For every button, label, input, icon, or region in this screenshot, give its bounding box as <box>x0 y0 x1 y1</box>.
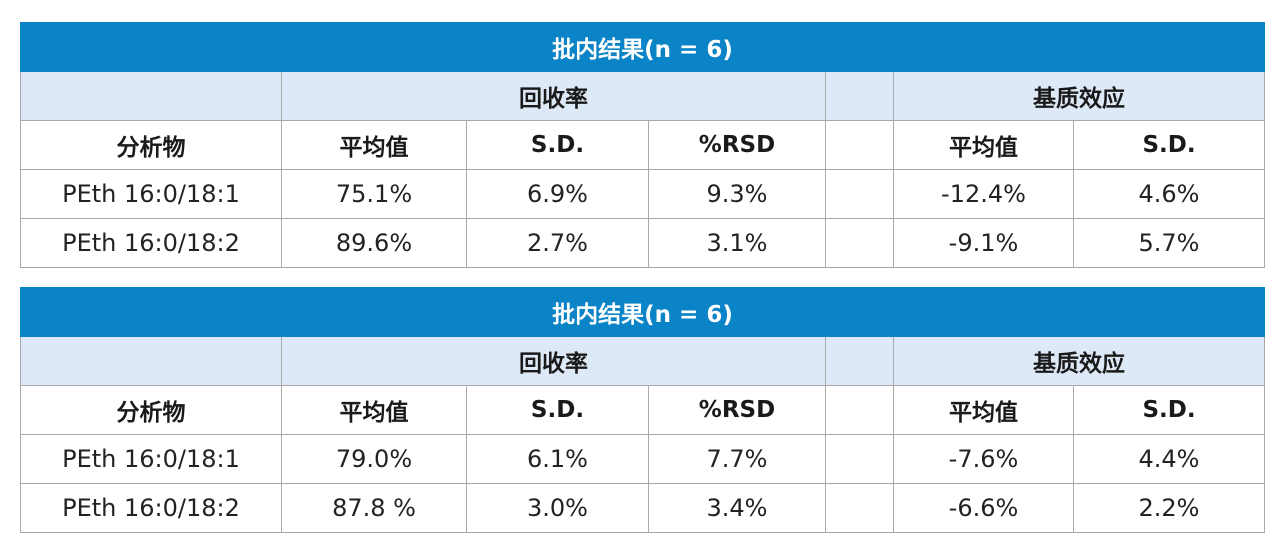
cell-analyte: PEth 16:0/18:1 <box>20 169 282 219</box>
group-header-row: 回收率 基质效应 <box>20 71 1266 121</box>
cell-matrix-sd: 4.6% <box>1072 169 1266 219</box>
cell-analyte: PEth 16:0/18:2 <box>20 218 282 268</box>
column-header-analyte: 分析物 <box>20 120 282 170</box>
table-row: PEth 16:0/18:1 79.0% 6.1% 7.7% -7.6% 4.4… <box>20 434 1266 484</box>
group-header-recovery: 回收率 <box>281 336 826 386</box>
column-header-recovery-rsd: %RSD <box>648 120 826 170</box>
table-title-row: 批内结果(n = 6) <box>19 287 1266 337</box>
group-header-empty <box>20 71 282 121</box>
cell-matrix-sd: 5.7% <box>1072 218 1266 268</box>
cell-recovery-rsd: 7.7% <box>648 434 826 484</box>
cell-analyte: PEth 16:0/18:2 <box>20 483 282 533</box>
table-title: 批内结果(n = 6) <box>19 287 1266 337</box>
column-header-spacer <box>825 120 894 170</box>
cell-matrix-mean: -12.4% <box>893 169 1074 219</box>
cell-recovery-mean: 75.1% <box>281 169 467 219</box>
column-header-recovery-sd: S.D. <box>466 120 649 170</box>
column-header-matrix-mean: 平均值 <box>893 120 1074 170</box>
cell-analyte: PEth 16:0/18:1 <box>20 434 282 484</box>
column-header-spacer <box>825 385 894 435</box>
column-header-row: 分析物 平均值 S.D. %RSD 平均值 S.D. <box>20 120 1266 170</box>
cell-matrix-mean: -9.1% <box>893 218 1074 268</box>
cell-recovery-sd: 6.9% <box>466 169 649 219</box>
cell-spacer <box>825 218 894 268</box>
cell-recovery-sd: 2.7% <box>466 218 649 268</box>
group-header-empty <box>20 336 282 386</box>
results-table-2: 批内结果(n = 6) 回收率 基质效应 分析物 平均值 S.D. %RSD 平… <box>19 287 1266 533</box>
column-header-matrix-sd: S.D. <box>1072 120 1266 170</box>
group-header-spacer <box>825 336 894 386</box>
cell-recovery-mean: 87.8 % <box>281 483 467 533</box>
table-row: PEth 16:0/18:1 75.1% 6.9% 9.3% -12.4% 4.… <box>20 169 1266 219</box>
cell-recovery-rsd: 3.4% <box>648 483 826 533</box>
column-header-analyte: 分析物 <box>20 385 282 435</box>
column-header-matrix-sd: S.D. <box>1072 385 1266 435</box>
cell-matrix-mean: -7.6% <box>893 434 1074 484</box>
results-table-1: 批内结果(n = 6) 回收率 基质效应 分析物 平均值 S.D. %RSD 平… <box>19 22 1266 268</box>
group-header-matrix-effect: 基质效应 <box>892 71 1266 121</box>
group-header-row: 回收率 基质效应 <box>20 336 1266 386</box>
column-header-matrix-mean: 平均值 <box>893 385 1074 435</box>
cell-matrix-sd: 2.2% <box>1072 483 1266 533</box>
cell-recovery-rsd: 9.3% <box>648 169 826 219</box>
cell-recovery-mean: 79.0% <box>281 434 467 484</box>
cell-recovery-rsd: 3.1% <box>648 218 826 268</box>
cell-spacer <box>825 483 894 533</box>
group-header-matrix-effect: 基质效应 <box>892 336 1266 386</box>
table-title: 批内结果(n = 6) <box>19 22 1266 72</box>
cell-recovery-sd: 6.1% <box>466 434 649 484</box>
column-header-recovery-rsd: %RSD <box>648 385 826 435</box>
cell-recovery-sd: 3.0% <box>466 483 649 533</box>
table-title-row: 批内结果(n = 6) <box>19 22 1266 72</box>
column-header-recovery-sd: S.D. <box>466 385 649 435</box>
cell-matrix-mean: -6.6% <box>893 483 1074 533</box>
cell-matrix-sd: 4.4% <box>1072 434 1266 484</box>
cell-recovery-mean: 89.6% <box>281 218 467 268</box>
column-header-recovery-mean: 平均值 <box>281 120 467 170</box>
group-header-recovery: 回收率 <box>281 71 826 121</box>
table-row: PEth 16:0/18:2 87.8 % 3.0% 3.4% -6.6% 2.… <box>20 483 1266 533</box>
cell-spacer <box>825 434 894 484</box>
group-header-spacer <box>825 71 894 121</box>
cell-spacer <box>825 169 894 219</box>
table-row: PEth 16:0/18:2 89.6% 2.7% 3.1% -9.1% 5.7… <box>20 218 1266 268</box>
column-header-recovery-mean: 平均值 <box>281 385 467 435</box>
column-header-row: 分析物 平均值 S.D. %RSD 平均值 S.D. <box>20 385 1266 435</box>
